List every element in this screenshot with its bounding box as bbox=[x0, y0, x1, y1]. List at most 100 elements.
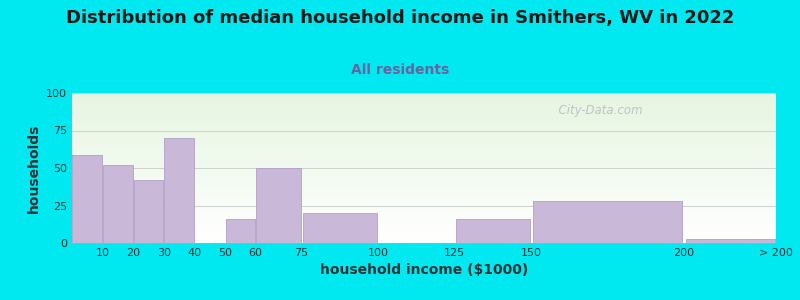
Bar bbox=[72, 141, 776, 142]
Bar bbox=[534, 201, 682, 243]
Bar bbox=[72, 96, 776, 97]
Bar bbox=[72, 93, 776, 94]
Bar bbox=[686, 238, 774, 243]
Bar bbox=[72, 117, 776, 118]
Bar bbox=[72, 144, 776, 145]
Bar bbox=[72, 112, 776, 113]
Bar bbox=[72, 128, 776, 129]
Bar bbox=[72, 211, 776, 212]
Bar bbox=[72, 129, 776, 130]
Bar bbox=[72, 106, 776, 107]
Bar bbox=[72, 181, 776, 182]
Bar bbox=[72, 120, 776, 121]
Bar bbox=[72, 103, 776, 104]
Bar bbox=[302, 213, 377, 243]
Bar bbox=[72, 104, 776, 105]
Bar bbox=[72, 116, 776, 117]
Bar bbox=[72, 136, 776, 137]
Bar bbox=[72, 97, 776, 98]
Bar bbox=[72, 149, 776, 150]
X-axis label: household income ($1000): household income ($1000) bbox=[320, 263, 528, 278]
Bar bbox=[72, 204, 776, 205]
Bar bbox=[72, 115, 776, 116]
Bar bbox=[72, 225, 776, 226]
Bar bbox=[72, 100, 776, 101]
Bar bbox=[72, 184, 776, 185]
Bar bbox=[72, 173, 776, 174]
Bar bbox=[72, 160, 776, 161]
Bar bbox=[72, 151, 776, 152]
Bar bbox=[72, 191, 776, 192]
Bar bbox=[72, 233, 776, 234]
Bar bbox=[72, 196, 776, 197]
Bar bbox=[72, 169, 776, 170]
Bar bbox=[72, 175, 776, 176]
Bar bbox=[72, 110, 776, 111]
Bar bbox=[72, 172, 776, 173]
Bar bbox=[72, 111, 776, 112]
Bar bbox=[72, 220, 776, 221]
Bar bbox=[72, 198, 776, 199]
Bar bbox=[72, 164, 776, 165]
Bar bbox=[72, 212, 776, 213]
Bar bbox=[72, 229, 776, 230]
Bar bbox=[72, 150, 776, 151]
Bar bbox=[72, 113, 776, 114]
Bar bbox=[72, 174, 776, 175]
Text: City-Data.com: City-Data.com bbox=[550, 103, 642, 116]
Bar bbox=[72, 157, 776, 158]
Bar bbox=[72, 163, 776, 164]
Bar bbox=[72, 125, 776, 126]
Bar bbox=[72, 148, 776, 149]
Bar bbox=[72, 131, 776, 132]
Bar bbox=[72, 145, 776, 146]
Bar bbox=[72, 231, 776, 232]
Bar bbox=[72, 121, 776, 122]
Bar bbox=[72, 114, 776, 115]
Bar bbox=[72, 188, 776, 189]
Bar bbox=[72, 169, 776, 170]
Bar bbox=[72, 153, 776, 154]
Bar bbox=[72, 159, 776, 160]
Bar bbox=[72, 202, 776, 203]
Bar bbox=[72, 240, 776, 241]
Text: All residents: All residents bbox=[351, 63, 449, 77]
Bar bbox=[72, 135, 776, 136]
Bar bbox=[72, 238, 776, 239]
Bar bbox=[72, 216, 776, 217]
Bar bbox=[72, 203, 776, 204]
Bar bbox=[72, 142, 776, 143]
Y-axis label: households: households bbox=[26, 123, 41, 213]
Bar bbox=[103, 165, 133, 243]
Bar bbox=[72, 206, 776, 207]
Bar bbox=[72, 183, 776, 184]
Bar bbox=[72, 242, 776, 243]
Text: Distribution of median household income in Smithers, WV in 2022: Distribution of median household income … bbox=[66, 9, 734, 27]
Bar bbox=[72, 101, 776, 102]
Bar bbox=[72, 192, 776, 193]
Bar bbox=[72, 176, 776, 177]
Bar bbox=[72, 98, 776, 99]
Bar bbox=[72, 239, 776, 240]
Bar bbox=[72, 134, 776, 135]
Bar bbox=[72, 210, 776, 211]
Bar bbox=[72, 139, 776, 140]
Bar bbox=[72, 186, 776, 187]
Bar bbox=[72, 165, 776, 166]
Bar bbox=[72, 232, 776, 233]
Bar bbox=[72, 133, 776, 134]
Bar bbox=[72, 236, 776, 237]
Bar bbox=[72, 100, 776, 101]
Bar bbox=[72, 143, 776, 144]
Bar bbox=[72, 230, 776, 231]
Bar bbox=[72, 241, 776, 242]
Bar bbox=[72, 155, 776, 156]
Bar bbox=[72, 224, 776, 225]
Bar bbox=[72, 156, 776, 157]
Bar bbox=[72, 193, 776, 194]
Bar bbox=[72, 221, 776, 222]
Bar bbox=[72, 177, 776, 178]
Bar bbox=[72, 171, 776, 172]
Bar bbox=[72, 222, 776, 223]
Bar bbox=[72, 234, 776, 235]
